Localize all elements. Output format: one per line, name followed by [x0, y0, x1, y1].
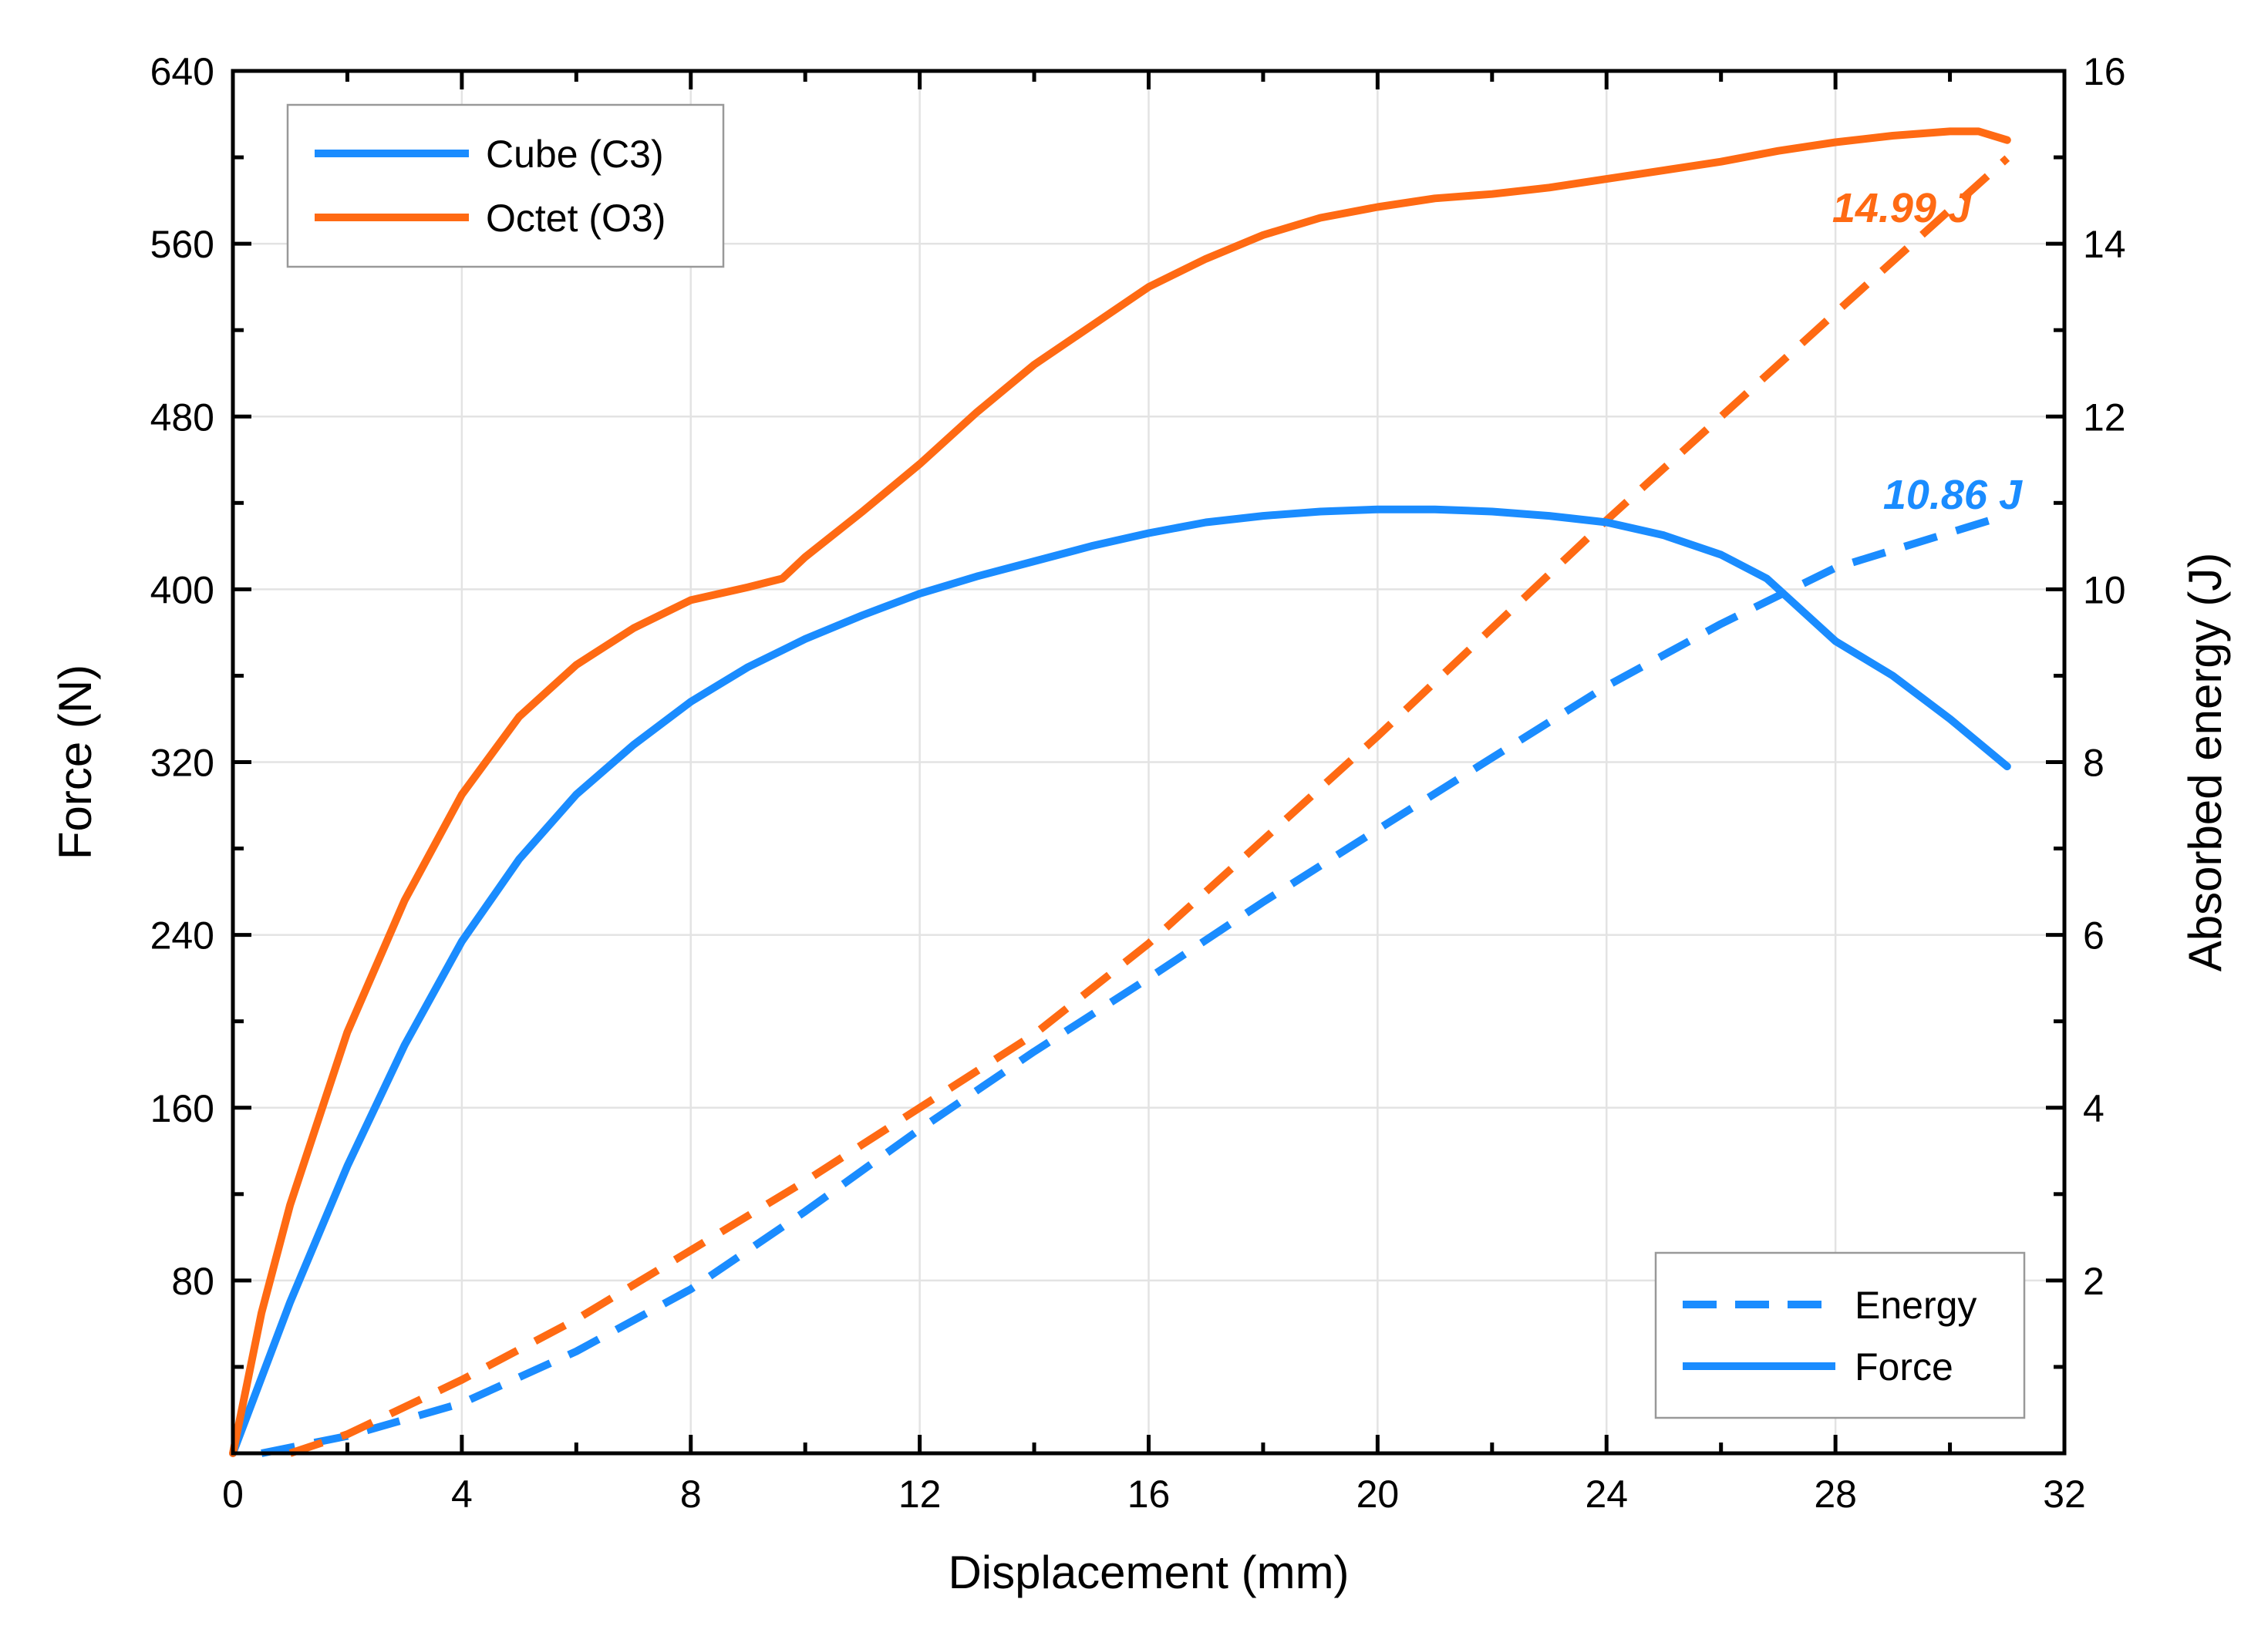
y-tick-label: 400	[150, 568, 214, 611]
x-tick-label: 0	[222, 1473, 244, 1516]
x-tick-label: 28	[1814, 1473, 1857, 1516]
x-tick-label: 32	[2043, 1473, 2086, 1516]
y-tick-label: 320	[150, 742, 214, 785]
cube-energy-annotation: 10.86 J	[1883, 472, 2023, 518]
legend-cube-label: Cube (C3)	[486, 133, 664, 176]
y-tick-label: 480	[150, 396, 214, 439]
x-axis-title: Displacement (mm)	[948, 1547, 1349, 1598]
x-tick-label: 16	[1127, 1473, 1171, 1516]
cube-c3-energy-line	[261, 511, 2009, 1457]
legend-styles: Energy Force	[1654, 1251, 2026, 1419]
x-tick-label: 20	[1356, 1473, 1400, 1516]
x-tick-label: 4	[451, 1473, 473, 1516]
cube-c3-force-line	[229, 505, 2011, 1457]
legend-materials-box	[286, 103, 725, 268]
y2-tick-label: 16	[2083, 50, 2126, 93]
y-tick-label: 240	[150, 914, 214, 958]
y2-tick-label: 10	[2083, 568, 2126, 611]
y2-axis-title: Absorbed energy (J)	[2179, 553, 2231, 972]
octet-o3-energy-line	[288, 155, 2010, 1457]
y2-tick-label: 6	[2083, 914, 2105, 958]
legend-materials: Cube (C3) Octet (O3)	[286, 103, 725, 268]
y-tick-label: 640	[150, 50, 214, 93]
series-layer	[229, 127, 2011, 1457]
x-tick-label: 24	[1585, 1473, 1628, 1516]
y-axis-title: Force (N)	[49, 665, 101, 860]
y2-tick-label: 12	[2083, 396, 2126, 439]
octet-energy-annotation: 14.99 J	[1832, 185, 1972, 231]
y2-tick-label: 8	[2083, 742, 2105, 785]
y-tick-label: 80	[171, 1260, 214, 1303]
legend-octet-label: Octet (O3)	[486, 197, 666, 240]
grid	[233, 71, 2064, 1453]
octet-o3-force-line	[229, 127, 2011, 1457]
y2-tick-label: 14	[2083, 223, 2126, 266]
x-tick-label: 8	[680, 1473, 702, 1516]
y-tick-label: 160	[150, 1087, 214, 1130]
y2-tick-label: 4	[2083, 1087, 2105, 1130]
x-tick-label: 12	[898, 1473, 942, 1516]
ticks	[231, 69, 2067, 1456]
legend-force-label: Force	[1855, 1345, 1953, 1389]
legend-styles-box	[1654, 1251, 2026, 1419]
y-tick-label: 560	[150, 223, 214, 266]
legend-energy-label: Energy	[1855, 1284, 1976, 1327]
y2-tick-label: 2	[2083, 1260, 2105, 1303]
tick-labels: 0 4 8 12 16 20 24 28 328016024032040048056064024…	[150, 50, 2126, 1516]
